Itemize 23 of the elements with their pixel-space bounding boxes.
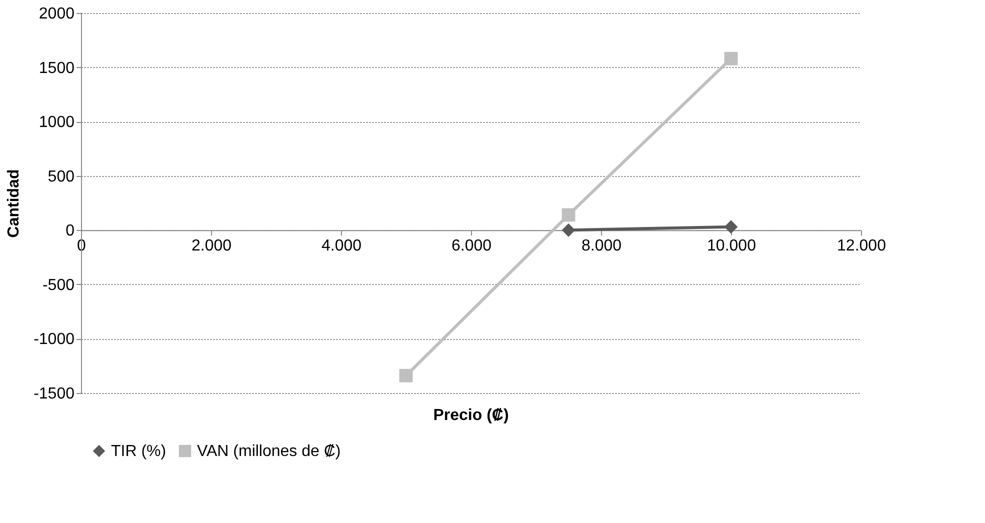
x-tick-label: 8.000 bbox=[581, 238, 622, 255]
x-tick-label: 12.000 bbox=[837, 238, 886, 255]
y-tick-label: 0 bbox=[66, 222, 75, 240]
x-tick-label: 2.000 bbox=[191, 238, 232, 255]
y-tick-label: 500 bbox=[48, 168, 75, 186]
y-tick-label: -1000 bbox=[34, 331, 75, 348]
point bbox=[562, 223, 576, 237]
point bbox=[399, 368, 413, 382]
y-tick-label: -1500 bbox=[34, 386, 75, 402]
x-tick-label: 6.000 bbox=[451, 238, 492, 255]
point bbox=[724, 220, 738, 234]
legend-label: TIR (%) bbox=[111, 443, 166, 460]
y-axis-title: Cantidad bbox=[6, 169, 23, 238]
x-axis-title: Precio (₡) bbox=[433, 407, 509, 424]
point bbox=[724, 52, 738, 66]
y-tick-label: 2000 bbox=[38, 6, 75, 22]
y-tick-label: -500 bbox=[42, 276, 75, 294]
y-tick-label: 1500 bbox=[38, 60, 75, 77]
y-tick-label: 1000 bbox=[38, 114, 75, 132]
x-tick-label: 4.000 bbox=[321, 238, 362, 255]
point bbox=[562, 208, 576, 222]
x-tick-label: 10.000 bbox=[707, 238, 756, 255]
legend-label: VAN (millones de ₡) bbox=[197, 443, 341, 460]
